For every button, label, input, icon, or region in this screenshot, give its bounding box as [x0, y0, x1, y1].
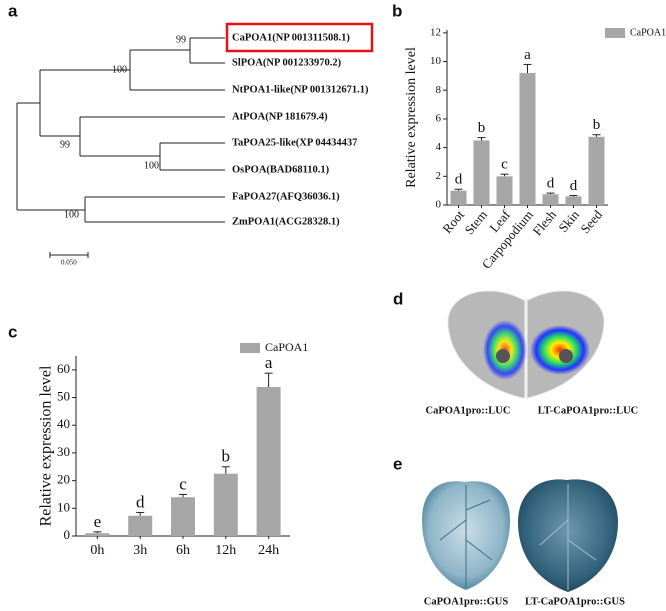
significance-letter: d [547, 176, 555, 192]
significance-letter: b [478, 120, 486, 136]
y-tick-label: 50 [57, 389, 70, 404]
leaf-label: NtPOA1-like(NP 001312671.1) [232, 84, 369, 95]
legend-label: CaPOA1 [630, 27, 666, 38]
y-tick-label: 12 [430, 26, 441, 38]
leaf-label: AtPOA(NP 181679.4) [232, 111, 328, 122]
bar [473, 140, 490, 205]
y-tick-label: 40 [57, 416, 70, 431]
y-tick-label: 60 [57, 361, 70, 376]
luc-image [447, 290, 605, 399]
x-tick-label: Flesh [529, 207, 559, 239]
bar [565, 196, 582, 205]
panel-label: e [393, 454, 402, 473]
significance-letter: d [570, 178, 578, 194]
significance-letter: a [265, 353, 273, 372]
panel-label: d [393, 289, 403, 308]
x-tick-label: 0h [90, 543, 104, 558]
bootstrap: 99 [60, 139, 70, 150]
y-tick-label: 0 [64, 527, 71, 542]
legend-label: CaPOA1 [265, 340, 308, 354]
significance-letter: e [94, 512, 102, 531]
tree [16, 37, 225, 258]
y-tick-label: 20 [57, 472, 70, 487]
bootstrap: 100 [64, 209, 79, 220]
image-caption: LT-CaPOA1pro::GUS [525, 596, 625, 607]
y-tick-label: 0 [436, 199, 442, 211]
bar [128, 515, 153, 536]
significance-letter: d [136, 492, 145, 511]
x-tick-label: Skin [555, 207, 582, 235]
y-axis-label: Relative expression level [38, 365, 55, 526]
significance-letter: c [501, 157, 508, 173]
image-caption: LT-CaPOA1pro::LUC [538, 405, 639, 416]
x-tick-label: Stem [461, 207, 490, 237]
leaf-label: OsPOA(BAD68110.1) [232, 164, 330, 175]
x-tick-label: 12h [215, 543, 236, 558]
bar [256, 387, 281, 536]
leaf-label: SlPOA(NP 001233970.2) [232, 57, 342, 68]
bar [588, 136, 605, 205]
leaf-label: FaPOA27(AFQ36036.1) [232, 191, 340, 202]
leaf-label: TaPOA25-like(XP 04434437 [232, 137, 357, 148]
y-axis-label: Relative expression level [404, 47, 419, 188]
x-tick-label: 24h [258, 543, 279, 558]
significance-letter: b [222, 447, 231, 466]
leaf-label: ZmPOA1(ACG28328.1) [232, 216, 340, 227]
bar [542, 194, 559, 205]
bootstrap: 99 [176, 34, 186, 45]
legend-swatch [240, 343, 260, 353]
x-tick-label: Seed [577, 207, 605, 236]
scale-label: 0.050 [61, 259, 77, 267]
x-tick-label: Root [439, 207, 467, 236]
y-tick-label: 6 [436, 112, 442, 124]
significance-letter: a [524, 47, 531, 63]
significance-letter: d [455, 172, 463, 188]
gus-image [422, 479, 618, 592]
x-tick-label: 6h [176, 543, 190, 558]
y-tick-label: 10 [430, 55, 442, 67]
y-tick-label: 2 [436, 170, 442, 182]
panel-label: b [392, 1, 402, 20]
bootstrap: 100 [112, 64, 127, 75]
bar [450, 190, 467, 205]
significance-letter: b [593, 117, 601, 133]
y-tick-label: 10 [57, 499, 70, 514]
leaf-label: CaPOA1(NP 001311508.1) [232, 32, 350, 43]
bar [496, 176, 513, 205]
bar [171, 497, 195, 536]
highlight-box [225, 22, 374, 53]
significance-letter: c [179, 474, 187, 493]
bootstrap: 100 [144, 160, 159, 171]
bar [213, 473, 238, 536]
panel-label: c [8, 322, 17, 341]
image-caption: CaPOA1pro::LUC [426, 405, 511, 416]
panel-label: a [8, 1, 18, 20]
y-tick-label: 4 [436, 141, 442, 153]
image-caption: CaPOA1pro::GUS [424, 596, 509, 607]
bar [85, 533, 110, 536]
legend-swatch [605, 28, 625, 38]
x-tick-label: 3h [133, 543, 147, 558]
y-tick-label: 30 [57, 444, 70, 459]
y-tick-label: 8 [436, 84, 442, 96]
bar [519, 73, 536, 206]
